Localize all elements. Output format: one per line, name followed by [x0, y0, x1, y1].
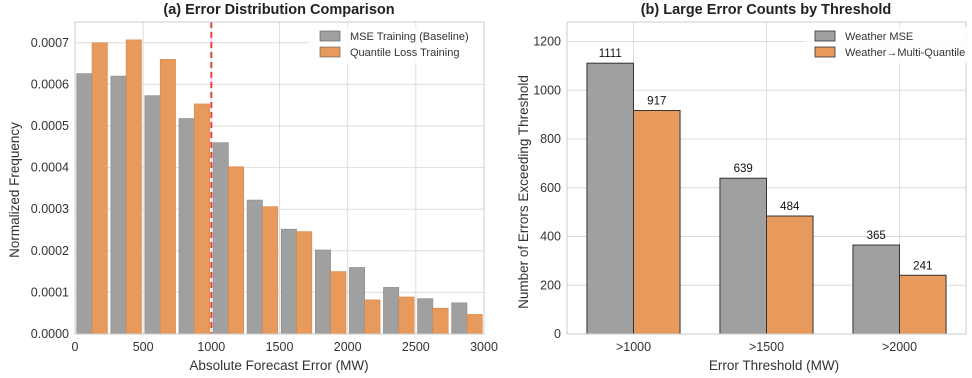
panel-a-legend: MSE Training (Baseline) Quantile Loss Tr…: [309, 27, 483, 63]
data-label-weather-multi-quantile: 484: [780, 201, 800, 213]
panel-b-bars: 1111 917 639 484 365 241: [586, 48, 947, 335]
bar-quantile-training: [228, 166, 245, 335]
bar-weather-multi-quantile: [766, 215, 814, 335]
bar-quantile-training: [296, 231, 313, 335]
legend-swatch-weather-multi-quantile: [814, 46, 836, 58]
x-tick-label: 2500: [402, 340, 430, 354]
data-label-weather-multi-quantile: 917: [647, 95, 666, 107]
x-tick-label: 1500: [266, 340, 294, 354]
panel-b-legend: Weather MSE Weather→Multi-Quantile: [805, 27, 969, 63]
bar-quantile-training: [125, 39, 142, 335]
bar-mse-training: [178, 118, 195, 335]
y-tick-label: 0.0005: [31, 119, 69, 133]
data-label-weather-mse: 1111: [599, 48, 622, 60]
bar-mse-training: [417, 298, 434, 335]
bar-quantile-training: [466, 314, 483, 335]
panel-b-frame: [566, 21, 967, 335]
legend-swatch-mse-training: [319, 30, 341, 42]
y-tick-label: 0: [554, 327, 561, 341]
panel-b-xlabel: Error Threshold (MW): [709, 358, 839, 373]
panel-a-bars: [76, 39, 483, 335]
x-tick-label: >2000: [882, 340, 917, 354]
y-tick-label: 800: [540, 132, 561, 146]
panel-b-title: (b) Large Error Counts by Threshold: [641, 2, 892, 18]
data-label-weather-mse: 365: [867, 230, 886, 242]
bar-mse-training: [212, 142, 229, 335]
y-tick-label: 0.0000: [31, 327, 69, 341]
data-label-weather-multi-quantile: 241: [913, 260, 932, 272]
panel-b-ylabel: Number of Errors Exceeding Threshold: [516, 75, 531, 309]
bar-quantile-training: [330, 271, 347, 335]
bar-mse-training: [110, 75, 127, 335]
y-tick-label: 400: [540, 230, 561, 244]
bar-mse-training: [383, 287, 400, 335]
x-tick-label: 0: [72, 340, 79, 354]
bar-quantile-training: [91, 42, 108, 335]
y-tick-label: 0.0006: [31, 77, 69, 91]
bar-quantile-training: [159, 59, 176, 335]
bar-mse-training: [280, 228, 297, 335]
bar-quantile-training: [364, 299, 381, 335]
x-tick-label: 500: [133, 340, 154, 354]
bar-quantile-training: [398, 296, 415, 335]
panel-a-ticks: 0.0000 0.0001 0.0002 0.0003 0.0004 0.0005 0.00…: [31, 36, 498, 354]
y-tick-label: 1200: [533, 35, 561, 49]
panel-b-ticks: 0 200 400 600 800 1000 1200 >1000 >1500 >2000: [533, 35, 917, 355]
panel-a-frame: [74, 21, 485, 335]
panel-a-xlabel: Absolute Forecast Error (MW): [189, 358, 368, 373]
bar-quantile-training: [262, 206, 279, 335]
x-tick-label: >1500: [749, 340, 784, 354]
bar-weather-mse: [719, 177, 768, 335]
bar-weather-multi-quantile: [899, 274, 947, 335]
panel-a: (a) Error Distribution Comparison 0.0000…: [7, 2, 498, 373]
legend-label-mse-training: MSE Training (Baseline): [350, 31, 469, 43]
bar-quantile-training: [193, 103, 210, 335]
bar-mse-training: [144, 95, 161, 335]
y-tick-label: 200: [540, 278, 561, 292]
x-tick-label: 3000: [470, 340, 498, 354]
panel-a-ylabel: Normalized Frequency: [7, 122, 22, 258]
x-tick-label: 2000: [334, 340, 362, 354]
y-tick-label: 0.0001: [31, 285, 69, 299]
bar-mse-training: [451, 302, 468, 335]
bar-mse-training: [76, 73, 93, 335]
data-label-weather-mse: 639: [734, 163, 753, 175]
bar-weather-multi-quantile: [633, 109, 681, 335]
y-tick-label: 0.0004: [31, 161, 69, 175]
y-tick-label: 1000: [533, 83, 561, 97]
bar-quantile-training: [432, 307, 449, 335]
legend-swatch-weather-mse: [814, 30, 836, 42]
y-tick-label: 600: [540, 181, 561, 195]
bar-mse-training: [314, 249, 331, 335]
bar-mse-training: [246, 199, 263, 335]
legend-label-weather-mse: Weather MSE: [845, 31, 913, 43]
panel-a-title: (a) Error Distribution Comparison: [163, 2, 394, 18]
legend-label-quantile-training: Quantile Loss Training: [350, 47, 459, 59]
panel-b: (b) Large Error Counts by Threshold 1111…: [516, 2, 969, 373]
x-tick-label: 1000: [197, 340, 225, 354]
y-tick-label: 0.0003: [31, 202, 69, 216]
bar-weather-mse: [586, 62, 635, 335]
legend-label-weather-multi-quantile: Weather→Multi-Quantile: [845, 47, 965, 59]
bar-weather-mse: [852, 244, 901, 335]
x-tick-label: >1000: [616, 340, 651, 354]
y-tick-label: 0.0007: [31, 36, 69, 50]
bar-mse-training: [349, 267, 366, 335]
legend-swatch-quantile-training: [319, 46, 341, 58]
y-tick-label: 0.0002: [31, 244, 69, 258]
